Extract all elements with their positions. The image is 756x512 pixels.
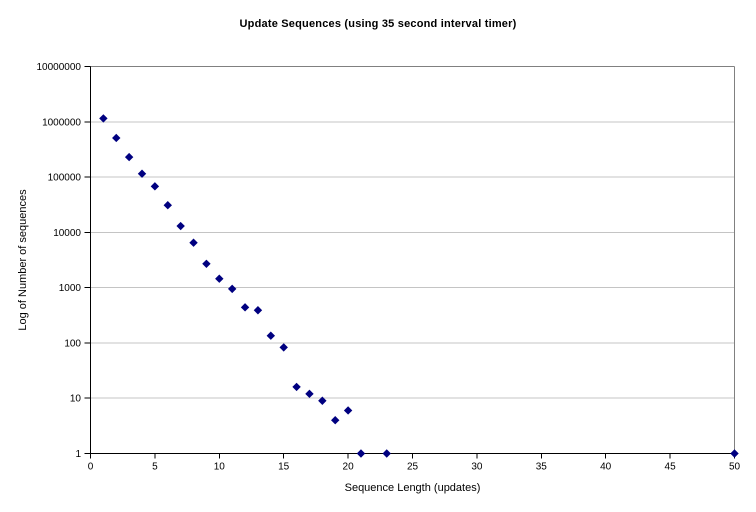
data-point [137,169,147,178]
data-point [215,274,224,283]
x-tick-label: 35 [536,462,548,473]
x-tick-label: 15 [278,462,290,473]
data-point [176,221,185,231]
data-point [266,331,276,340]
x-tick-label: 10 [214,462,226,473]
data-point [163,200,172,210]
data-point [202,259,211,269]
chart-title: Update Sequences (using 35 second interv… [239,18,517,30]
y-tick-label: 1 [75,449,81,460]
x-tick-label: 25 [407,462,419,473]
y-tick-label: 10000 [53,228,81,239]
x-tick-label: 30 [471,462,483,473]
y-tick-label: 100000 [48,173,82,184]
data-point [292,382,301,392]
data-point [150,182,160,191]
x-axis-title: Sequence Length (updates) [344,482,481,494]
x-tick-label: 5 [152,462,158,473]
y-tick-label: 100 [64,338,81,349]
data-point [305,389,314,399]
data-point [124,152,134,162]
data-point [730,449,739,458]
x-tick-label: 40 [600,462,612,473]
data-point [112,133,121,143]
x-tick-label: 50 [729,462,741,473]
y-tick-label: 1000 [59,283,82,294]
data-point [227,284,237,294]
data-point [331,416,340,425]
data-point [99,114,108,123]
y-tick-label: 10 [70,394,82,405]
data-point [318,396,327,405]
data-point [382,449,391,458]
data-point [279,343,288,352]
data-point [189,238,198,247]
data-point [253,306,263,315]
y-tick-label: 10000000 [37,62,82,73]
data-point [240,303,250,312]
data-point [356,449,366,458]
x-tick-label: 0 [88,462,94,473]
x-tick-label: 20 [343,462,355,473]
x-tick-label: 45 [665,462,677,473]
data-point [343,406,353,415]
y-tick-label: 1000000 [42,117,81,128]
